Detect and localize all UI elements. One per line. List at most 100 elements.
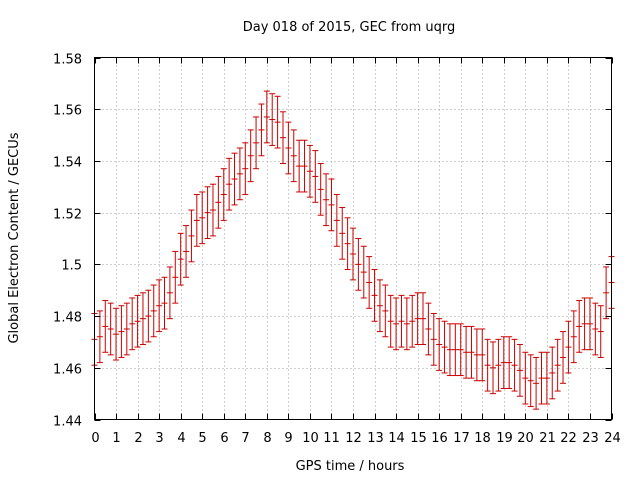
x-tick-label: 18 bbox=[474, 431, 491, 446]
data-point bbox=[522, 351, 529, 405]
data-point bbox=[457, 323, 464, 377]
data-point bbox=[565, 320, 572, 374]
data-point bbox=[107, 302, 114, 356]
data-point bbox=[430, 312, 437, 366]
data-point bbox=[495, 338, 502, 392]
data-point bbox=[226, 157, 233, 211]
x-tick-label: 2 bbox=[134, 431, 142, 446]
x-tick-label: 6 bbox=[220, 431, 228, 446]
data-point bbox=[306, 144, 313, 198]
data-point bbox=[382, 284, 389, 338]
y-tick-label: 1.52 bbox=[53, 208, 82, 223]
data-point bbox=[463, 325, 470, 379]
data-point bbox=[603, 266, 610, 320]
grid bbox=[94, 57, 612, 420]
x-tick-label: 13 bbox=[367, 431, 384, 446]
data-point bbox=[409, 294, 416, 348]
data-point bbox=[366, 256, 373, 309]
x-axis: 0 1 2 3 4 5 6 7 8 9 10 11 12 13 14 15 16 17 18 19 20 21 22 23 24 bbox=[91, 57, 621, 446]
y-tick-label: 1.46 bbox=[53, 363, 82, 378]
data-point bbox=[134, 294, 141, 348]
x-axis-label: GPS time / hours bbox=[296, 459, 405, 474]
data-point bbox=[350, 227, 356, 281]
data-point bbox=[183, 225, 190, 278]
x-tick-label: 23 bbox=[582, 431, 599, 446]
data-point bbox=[581, 297, 588, 351]
data-point bbox=[188, 209, 195, 263]
data-point bbox=[247, 129, 254, 183]
x-tick-label: 3 bbox=[155, 431, 163, 446]
data-point bbox=[269, 93, 276, 146]
y-tick-label: 1.5 bbox=[61, 259, 82, 274]
x-tick-label: 17 bbox=[453, 431, 470, 446]
data-point bbox=[285, 121, 292, 175]
data-point bbox=[549, 346, 556, 400]
data-point bbox=[242, 142, 249, 196]
y-tick-label: 1.44 bbox=[53, 415, 82, 430]
x-tick-label: 4 bbox=[177, 431, 185, 446]
x-tick-label: 15 bbox=[410, 431, 427, 446]
data-point bbox=[161, 276, 168, 330]
y-tick-label: 1.56 bbox=[53, 104, 82, 119]
data-point bbox=[436, 318, 443, 371]
data-point bbox=[490, 341, 497, 395]
x-tick-label: 14 bbox=[388, 431, 405, 446]
data-point bbox=[554, 338, 561, 392]
data-point bbox=[387, 294, 394, 348]
data-point bbox=[441, 320, 448, 374]
data-point bbox=[253, 116, 260, 170]
x-tick-label: 1 bbox=[112, 431, 120, 446]
chart-title: Day 018 of 2015, GEC from uqrg bbox=[243, 20, 456, 35]
data-point bbox=[317, 163, 324, 216]
data-point bbox=[560, 331, 567, 384]
x-tick-label: 10 bbox=[302, 431, 319, 446]
data-point bbox=[479, 328, 486, 382]
x-tick-label: 21 bbox=[539, 431, 556, 446]
data-point bbox=[339, 206, 346, 260]
data-point bbox=[263, 90, 270, 144]
data-point bbox=[156, 279, 163, 333]
data-point bbox=[511, 338, 518, 392]
data-point bbox=[398, 294, 405, 348]
data-point bbox=[215, 175, 222, 229]
data-point bbox=[420, 292, 427, 346]
data-point bbox=[290, 129, 297, 183]
data-point bbox=[468, 325, 475, 379]
x-tick-label: 22 bbox=[560, 431, 577, 446]
data-point bbox=[500, 336, 507, 389]
data-point bbox=[172, 250, 179, 304]
data-point bbox=[473, 328, 480, 382]
data-point bbox=[199, 191, 206, 245]
data-point bbox=[403, 297, 410, 351]
data-point bbox=[527, 354, 534, 408]
data-series bbox=[91, 90, 615, 410]
data-point bbox=[452, 323, 459, 377]
data-point bbox=[231, 152, 238, 206]
data-point bbox=[576, 300, 583, 353]
x-tick-label: 0 bbox=[91, 431, 99, 446]
data-point bbox=[344, 217, 351, 271]
data-point bbox=[220, 168, 227, 221]
data-point bbox=[96, 310, 103, 364]
data-point bbox=[371, 269, 378, 322]
data-point bbox=[118, 305, 125, 358]
data-point bbox=[533, 356, 540, 410]
data-point bbox=[414, 292, 421, 346]
x-tick-label: 12 bbox=[345, 431, 362, 446]
data-point bbox=[123, 302, 130, 356]
x-tick-label: 24 bbox=[604, 431, 621, 446]
data-point bbox=[376, 279, 383, 333]
data-point bbox=[446, 323, 453, 377]
data-point bbox=[193, 194, 200, 247]
data-point bbox=[516, 344, 523, 397]
data-point bbox=[570, 310, 577, 364]
data-point bbox=[360, 245, 367, 299]
x-tick-label: 5 bbox=[198, 431, 206, 446]
data-point bbox=[425, 302, 432, 356]
y-axis: 1.44 1.46 1.48 1.5 1.52 1.54 1.56 1.58 bbox=[53, 53, 612, 430]
x-tick-label: 19 bbox=[496, 431, 513, 446]
data-point bbox=[209, 183, 216, 237]
data-point bbox=[113, 307, 120, 361]
data-point bbox=[102, 300, 109, 353]
